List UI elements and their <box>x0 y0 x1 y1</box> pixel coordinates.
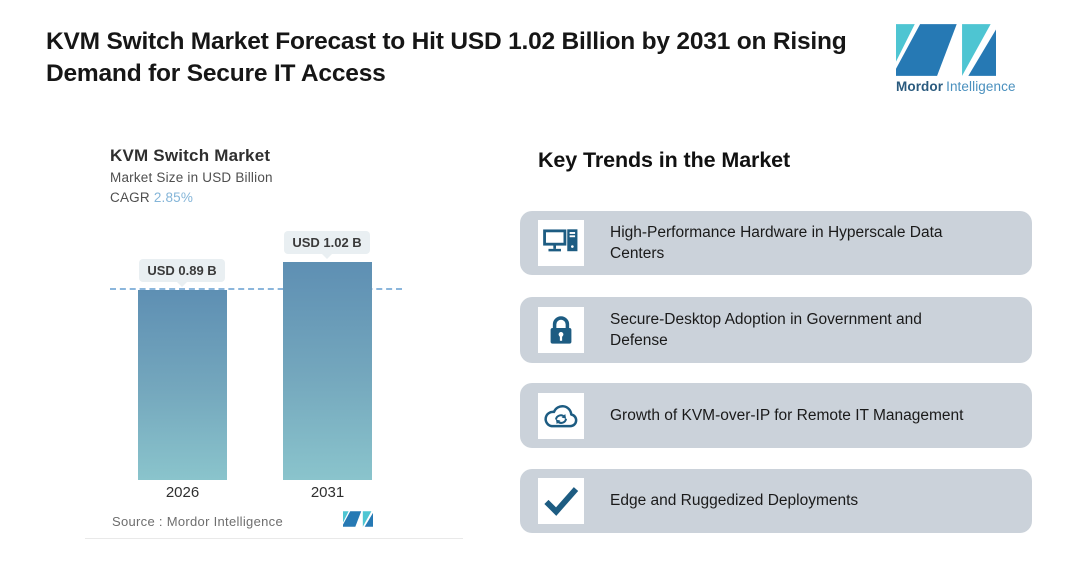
bar-value-label-2031: USD 1.02 B <box>284 231 370 260</box>
trend-card-edge-rugged: Edge and Ruggedized Deployments <box>520 469 1032 533</box>
brand-name: Mordor Intelligence <box>896 79 1015 94</box>
trend-card-kvm-over-ip: Growth of KVM-over-IP for Remote IT Mana… <box>520 383 1032 448</box>
bar-value-label-2026: USD 0.89 B <box>139 258 225 287</box>
chart-subtitle: Market Size in USD Billion <box>110 170 273 185</box>
chart-source-text: Source : Mordor Intelligence <box>112 514 283 529</box>
page-title: KVM Switch Market Forecast to Hit USD 1.… <box>46 28 847 88</box>
trend-text: Growth of KVM-over-IP for Remote IT Mana… <box>610 406 964 424</box>
brand-name-regular: Intelligence <box>946 79 1016 94</box>
padlock-icon <box>550 316 572 344</box>
bar-2031 <box>283 262 372 480</box>
cagr-value: 2.85% <box>153 190 194 205</box>
chart-cagr: CAGR 2.85% <box>110 190 193 205</box>
trend-text: Edge and Ruggedized Deployments <box>610 492 859 510</box>
mordor-mini-logo-icon <box>343 511 373 532</box>
mordor-logo-mark-icon <box>896 24 996 76</box>
chart-bottom-divider <box>85 538 463 539</box>
mordor-intelligence-logo: Mordor Intelligence <box>896 24 1015 94</box>
brand-name-bold: Mordor <box>896 79 944 94</box>
chart-title: KVM Switch Market <box>110 146 271 165</box>
cagr-label: CAGR <box>110 190 150 205</box>
cloud-sync-icon <box>544 404 578 427</box>
desktop-computer-icon <box>543 229 578 252</box>
trend-text: Secure-Desktop Adoption in Government an… <box>610 310 922 349</box>
x-axis-label-2031: 2031 <box>310 484 345 501</box>
x-axis-label-2026: 2026 <box>165 484 200 501</box>
trend-icon-box <box>538 392 584 439</box>
checkmark-icon <box>544 487 579 516</box>
trend-icon-box <box>538 307 584 353</box>
trends-heading: Key Trends in the Market <box>538 148 791 172</box>
bar-2026 <box>138 289 227 480</box>
reference-dashed-line <box>110 287 402 290</box>
trend-icon-box <box>538 478 584 524</box>
trend-icon-box <box>538 220 584 266</box>
trend-card-secure-desktop: Secure-Desktop Adoption in Government an… <box>520 297 1032 363</box>
trend-text: High-Performance Hardware in Hyperscale … <box>610 223 943 262</box>
trend-card-hyperscale: High-Performance Hardware in Hyperscale … <box>520 211 1032 275</box>
